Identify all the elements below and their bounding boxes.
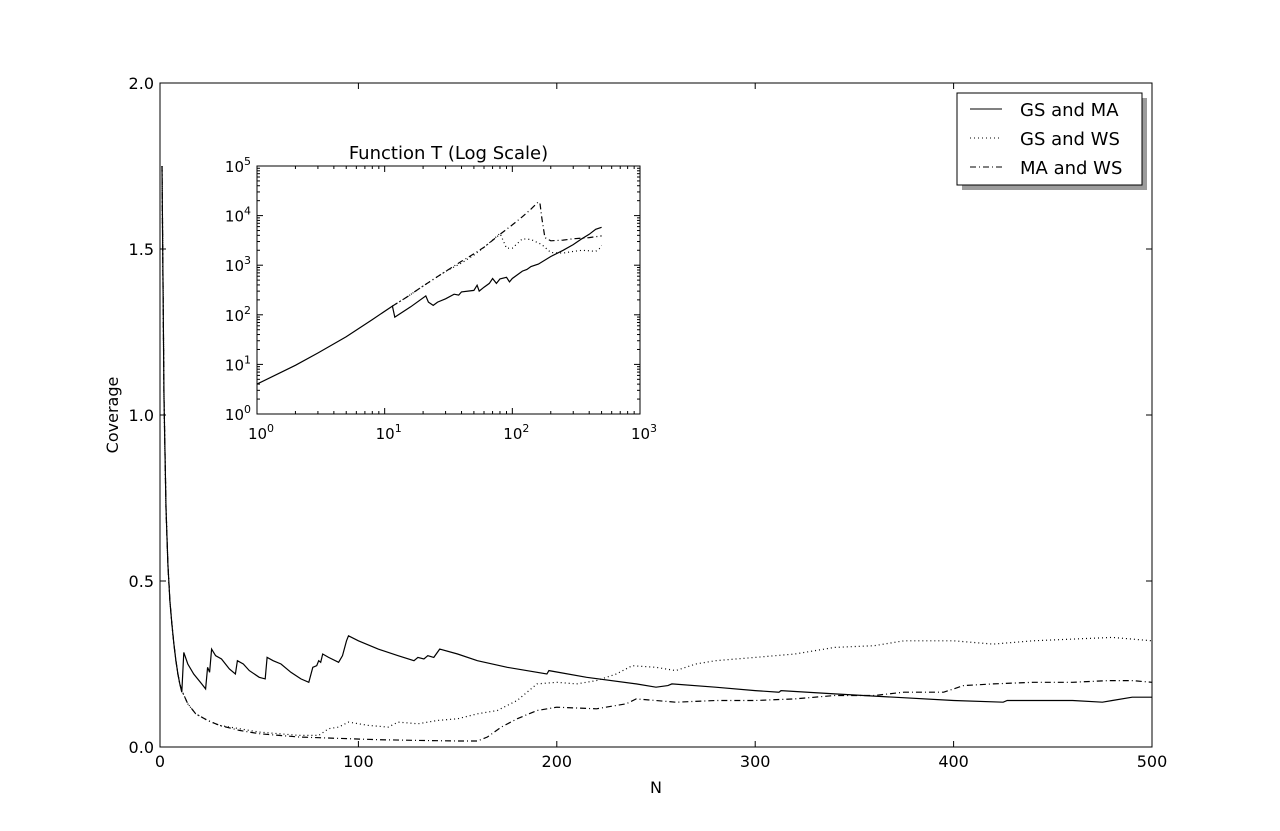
inset-chart: Function T (Log Scale) 100 101 102 10310010… [225,143,657,443]
inset-tick-label: 104 [225,205,251,226]
inset-plot-area [256,165,641,415]
y-axis-label: Coverage [103,377,122,454]
legend-label-ma-ws: MA and WS [1020,158,1122,179]
x-tick-label: 100 [343,752,374,771]
inset-tick-label: 102 [503,422,529,443]
x-tick-label: 500 [1137,752,1168,771]
inset-tick-label: 100 [248,422,274,443]
legend-box [956,92,1143,186]
inset-title: Function T (Log Scale) [349,143,548,164]
y-tick-label: 0.0 [129,738,154,757]
inset-tick-label: 100 [225,403,251,424]
main-series-lines [161,165,1153,742]
inset-tick-label: 101 [376,422,402,443]
y-tick-label: 1.5 [129,240,154,259]
x-tick-label: 400 [938,752,969,771]
inset-tick-label: 102 [225,304,251,325]
x-tick-label: 0 [155,752,165,771]
legend-label-gs-ma: GS and MA [1020,100,1119,121]
series-line-0 [161,165,1152,703]
x-tick-label: 200 [542,752,573,771]
y-tick-label: 1.0 [129,406,154,425]
inset-tick-label: 103 [631,422,657,443]
legend: GS and MA GS and WS MA and WS [956,92,1147,190]
inset-series-line-2 [392,200,602,307]
inset-tick-label: 105 [225,155,251,176]
inset-axis-ticks: 100 101 102 103 100 101 102 103 104 105 [225,155,657,443]
inset-tick-label: 103 [225,254,251,275]
x-axis-label: N [650,778,662,797]
legend-label-gs-ws: GS and WS [1020,129,1120,150]
x-tick-label: 300 [740,752,771,771]
inset-series-line-0 [256,226,602,385]
y-tick-label: 2.0 [129,74,154,93]
y-tick-label: 0.5 [129,572,154,591]
inset-series-lines [256,200,603,385]
main-axis-ticks: 0 100 200 300 400 500 0.0 0.5 1.0 1.5 2.0 [129,74,1168,771]
inset-tick-label: 101 [225,353,251,374]
series-line-2 [161,165,1153,742]
